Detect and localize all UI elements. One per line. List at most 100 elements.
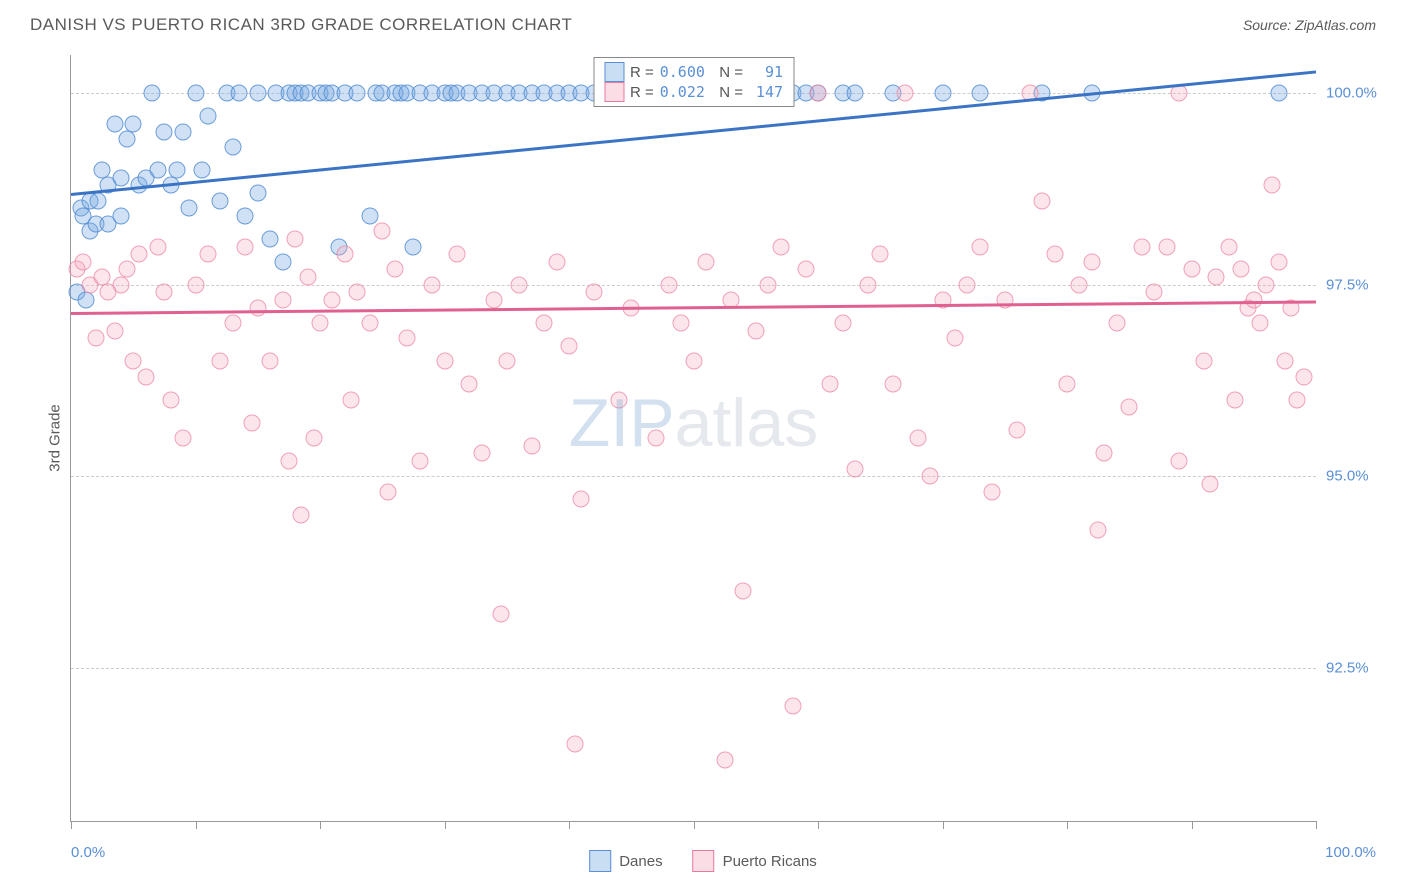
- series-legend: DanesPuerto Ricans: [589, 850, 817, 872]
- data-point-puerto-ricans: [162, 391, 179, 408]
- stats-legend-row: R =0.022 N =147: [604, 82, 783, 102]
- x-axis-max-label: 100.0%: [1325, 844, 1376, 861]
- data-point-puerto-ricans: [125, 353, 142, 370]
- stat-label-n: N =: [711, 64, 743, 81]
- data-point-puerto-ricans: [336, 246, 353, 263]
- data-point-danes: [181, 200, 198, 217]
- data-point-danes: [262, 230, 279, 247]
- data-point-puerto-ricans: [492, 606, 509, 623]
- data-point-puerto-ricans: [785, 698, 802, 715]
- data-point-puerto-ricans: [150, 238, 167, 255]
- legend-label: Danes: [619, 853, 662, 870]
- y-tick-label: 100.0%: [1326, 85, 1391, 102]
- data-point-puerto-ricans: [399, 330, 416, 347]
- data-point-puerto-ricans: [1208, 269, 1225, 286]
- data-point-danes: [187, 85, 204, 102]
- data-point-danes: [90, 192, 107, 209]
- data-point-puerto-ricans: [1220, 238, 1237, 255]
- x-tick: [1067, 821, 1068, 829]
- data-point-puerto-ricans: [1108, 315, 1125, 332]
- x-tick: [445, 821, 446, 829]
- data-point-danes: [112, 207, 129, 224]
- data-point-danes: [193, 161, 210, 178]
- data-point-danes: [119, 131, 136, 148]
- data-point-puerto-ricans: [1090, 521, 1107, 538]
- stat-label-r: R =: [630, 64, 654, 81]
- data-point-puerto-ricans: [280, 452, 297, 469]
- data-point-puerto-ricans: [243, 414, 260, 431]
- data-point-puerto-ricans: [1270, 253, 1287, 270]
- x-tick: [818, 821, 819, 829]
- data-point-puerto-ricans: [673, 315, 690, 332]
- x-tick: [196, 821, 197, 829]
- data-point-puerto-ricans: [349, 284, 366, 301]
- y-tick-label: 92.5%: [1326, 659, 1391, 676]
- data-point-puerto-ricans: [747, 322, 764, 339]
- watermark: ZIPatlas: [569, 384, 818, 462]
- data-point-puerto-ricans: [386, 261, 403, 278]
- data-point-puerto-ricans: [648, 430, 665, 447]
- data-point-puerto-ricans: [361, 315, 378, 332]
- chart-title: DANISH VS PUERTO RICAN 3RD GRADE CORRELA…: [30, 15, 572, 35]
- data-point-puerto-ricans: [685, 353, 702, 370]
- stat-value-r: 0.022: [660, 83, 705, 101]
- legend-swatch: [604, 82, 624, 102]
- data-point-puerto-ricans: [511, 276, 528, 293]
- x-tick: [1316, 821, 1317, 829]
- data-point-puerto-ricans: [772, 238, 789, 255]
- data-point-danes: [156, 123, 173, 140]
- data-point-puerto-ricans: [984, 483, 1001, 500]
- data-point-puerto-ricans: [536, 315, 553, 332]
- data-point-puerto-ricans: [884, 376, 901, 393]
- data-point-puerto-ricans: [156, 284, 173, 301]
- data-point-danes: [249, 184, 266, 201]
- data-point-puerto-ricans: [1171, 85, 1188, 102]
- data-point-puerto-ricans: [461, 376, 478, 393]
- data-point-danes: [168, 161, 185, 178]
- data-point-puerto-ricans: [810, 85, 827, 102]
- data-point-puerto-ricans: [424, 276, 441, 293]
- data-point-puerto-ricans: [523, 437, 540, 454]
- data-point-danes: [112, 169, 129, 186]
- data-point-puerto-ricans: [660, 276, 677, 293]
- data-point-puerto-ricans: [697, 253, 714, 270]
- plot-surface: ZIPatlas 100.0%97.5%95.0%92.5%R =0.600 N…: [71, 55, 1316, 821]
- x-tick: [1192, 821, 1193, 829]
- data-point-puerto-ricans: [610, 391, 627, 408]
- data-point-puerto-ricans: [1133, 238, 1150, 255]
- data-point-danes: [125, 115, 142, 132]
- data-point-puerto-ricans: [112, 276, 129, 293]
- stat-value-n: 147: [749, 83, 783, 101]
- data-point-puerto-ricans: [847, 460, 864, 477]
- data-point-puerto-ricans: [909, 430, 926, 447]
- data-point-puerto-ricans: [293, 506, 310, 523]
- data-point-puerto-ricans: [897, 85, 914, 102]
- data-point-puerto-ricans: [175, 430, 192, 447]
- data-point-danes: [847, 85, 864, 102]
- data-point-puerto-ricans: [573, 491, 590, 508]
- data-point-puerto-ricans: [1276, 353, 1293, 370]
- data-point-puerto-ricans: [859, 276, 876, 293]
- stats-legend: R =0.600 N =91R =0.022 N =147: [593, 57, 794, 107]
- data-point-puerto-ricans: [922, 468, 939, 485]
- data-point-danes: [237, 207, 254, 224]
- data-point-puerto-ricans: [1146, 284, 1163, 301]
- data-point-puerto-ricans: [274, 292, 291, 309]
- x-tick: [694, 821, 695, 829]
- data-point-puerto-ricans: [473, 445, 490, 462]
- gridline: [71, 476, 1316, 477]
- data-point-puerto-ricans: [436, 353, 453, 370]
- x-tick: [569, 821, 570, 829]
- data-point-puerto-ricans: [1096, 445, 1113, 462]
- data-point-puerto-ricans: [1258, 276, 1275, 293]
- data-point-puerto-ricans: [716, 751, 733, 768]
- x-tick: [71, 821, 72, 829]
- data-point-danes: [224, 138, 241, 155]
- stat-value-r: 0.600: [660, 63, 705, 81]
- chart-plot-area: 3rd Grade ZIPatlas 100.0%97.5%95.0%92.5%…: [70, 55, 1316, 822]
- data-point-puerto-ricans: [448, 246, 465, 263]
- data-point-puerto-ricans: [1158, 238, 1175, 255]
- data-point-puerto-ricans: [1083, 253, 1100, 270]
- data-point-puerto-ricans: [374, 223, 391, 240]
- legend-item: Danes: [589, 850, 662, 872]
